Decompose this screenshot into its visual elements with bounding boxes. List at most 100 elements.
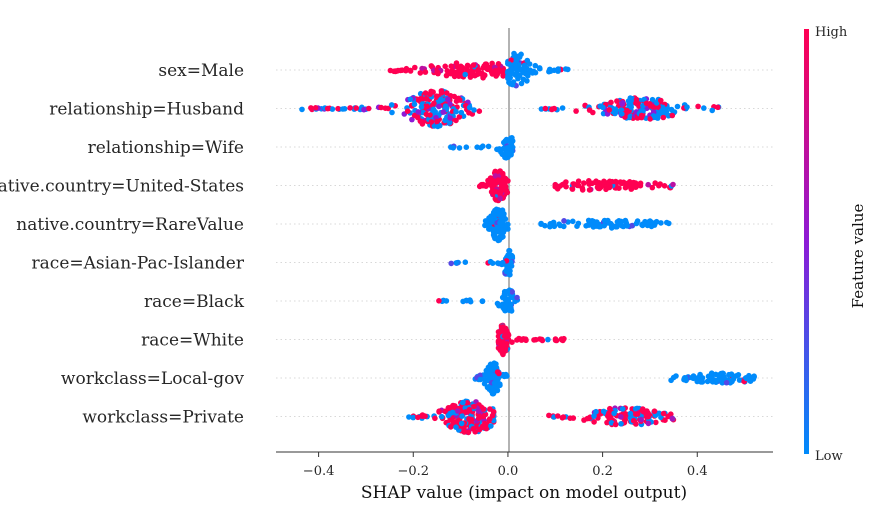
shap-point — [491, 380, 498, 386]
shap-point — [456, 114, 463, 120]
shap-point — [499, 182, 505, 188]
shap-point — [653, 419, 659, 426]
shap-point — [403, 65, 410, 72]
shap-point — [493, 188, 499, 195]
shap-point — [625, 98, 632, 104]
shap-point — [436, 408, 442, 415]
shap-point — [392, 68, 399, 74]
shap-point — [450, 145, 457, 151]
x-ticks: −0.4 −0.2 0.0 0.2 0.4 — [303, 452, 708, 479]
x-tick-label: 0.4 — [687, 464, 708, 479]
shap-point — [539, 337, 546, 344]
shap-point — [466, 104, 473, 111]
shap-point — [415, 414, 421, 421]
shap-point — [556, 221, 562, 227]
shap-point — [624, 223, 630, 229]
shap-point — [666, 220, 672, 227]
shap-point — [423, 95, 429, 102]
shap-point — [470, 62, 477, 68]
feature-label: workclass=Local-gov — [61, 369, 244, 389]
shap-point — [561, 223, 567, 230]
shap-point — [552, 337, 559, 344]
shap-point — [579, 187, 586, 193]
shap-point — [448, 260, 455, 267]
shap-point — [637, 182, 644, 189]
shap-point — [502, 138, 509, 144]
shap-point — [609, 222, 616, 229]
shap-point — [649, 96, 656, 103]
shap-point — [600, 110, 607, 117]
shap-point — [503, 145, 510, 151]
shap-point — [485, 143, 492, 150]
shap-point — [521, 336, 527, 342]
shap-point — [447, 119, 453, 126]
shap-point — [709, 107, 715, 114]
shap-point — [496, 370, 502, 377]
shap-point — [715, 104, 721, 111]
shap-point — [615, 220, 621, 227]
shap-point — [645, 410, 651, 416]
shap-point — [451, 72, 458, 78]
shap-point — [505, 221, 511, 228]
shap-point — [507, 81, 514, 87]
shap-point — [651, 113, 658, 120]
shap-point — [504, 268, 510, 275]
shap-point — [497, 344, 504, 351]
shap-point — [432, 415, 438, 422]
shap-point — [627, 410, 634, 417]
shap-point — [504, 288, 511, 295]
shap-point — [601, 179, 608, 185]
shap-point — [630, 417, 637, 424]
shap-point — [597, 223, 604, 230]
shap-point — [638, 416, 644, 423]
shap-point — [657, 181, 663, 187]
shap-point — [674, 103, 681, 110]
shap-point — [365, 105, 372, 112]
shap-point — [633, 96, 640, 103]
shap-point — [575, 182, 582, 189]
shap-point — [699, 375, 706, 381]
shap-point — [622, 184, 629, 191]
shap-point — [438, 413, 445, 420]
shap-point — [482, 218, 489, 224]
shap-point — [632, 406, 639, 412]
shap-point — [509, 339, 515, 346]
shap-point — [586, 107, 593, 113]
shap-point — [477, 376, 484, 383]
shap-point — [492, 173, 499, 179]
shap-point — [570, 218, 576, 225]
shap-point — [385, 105, 392, 112]
shap-point — [462, 259, 469, 266]
shap-point — [440, 297, 447, 304]
shap-point — [518, 80, 525, 87]
shap-point — [492, 364, 499, 370]
shap-point — [706, 374, 712, 380]
shap-point — [415, 109, 422, 115]
shap-point — [662, 417, 668, 424]
shap-point — [411, 112, 418, 119]
shap-point — [442, 63, 449, 70]
shap-point — [633, 181, 639, 188]
shap-point — [651, 408, 658, 415]
shap-point — [454, 408, 461, 414]
shap-point — [504, 189, 511, 196]
shap-point — [647, 103, 654, 109]
shap-point — [299, 106, 305, 113]
shap-point — [418, 104, 425, 110]
shap-point — [437, 122, 443, 129]
shap-point — [422, 69, 429, 75]
shap-point — [409, 116, 415, 123]
shap-point — [570, 415, 577, 421]
shap-point — [504, 263, 510, 270]
shap-point — [608, 99, 614, 106]
feature-label: native.country=RareValue — [16, 215, 244, 235]
shap-point — [524, 57, 531, 64]
shap-point — [629, 185, 635, 191]
colorbar-low-label: Low — [815, 449, 843, 464]
shap-point — [561, 218, 567, 224]
shap-point — [569, 186, 576, 192]
shap-point — [507, 68, 513, 75]
shap-point — [563, 183, 569, 190]
shap-point — [415, 97, 422, 103]
